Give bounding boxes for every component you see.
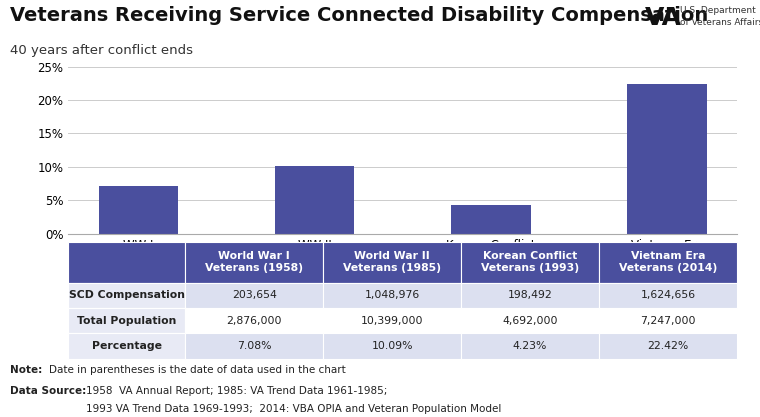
Text: World War II
Veterans (1985): World War II Veterans (1985) <box>343 251 441 274</box>
Text: Korean Conflict
Veterans (1993): Korean Conflict Veterans (1993) <box>481 251 579 274</box>
FancyBboxPatch shape <box>68 308 185 333</box>
Text: 10.09%: 10.09% <box>372 341 413 351</box>
FancyBboxPatch shape <box>185 283 323 308</box>
Bar <box>99 186 178 234</box>
FancyBboxPatch shape <box>599 308 737 333</box>
Text: Percentage: Percentage <box>92 341 162 351</box>
Text: 198,492: 198,492 <box>508 290 553 300</box>
Text: Date in parentheses is the date of data used in the chart: Date in parentheses is the date of data … <box>49 365 346 375</box>
Bar <box>628 84 707 234</box>
Text: 22.42%: 22.42% <box>648 341 689 351</box>
Text: 2,876,000: 2,876,000 <box>226 316 282 326</box>
Text: 4.23%: 4.23% <box>513 341 547 351</box>
Bar <box>275 166 354 234</box>
Text: VA: VA <box>644 6 682 30</box>
FancyBboxPatch shape <box>461 308 599 333</box>
Text: Note:: Note: <box>10 365 42 375</box>
FancyBboxPatch shape <box>599 333 737 359</box>
Text: 4,692,000: 4,692,000 <box>502 316 558 326</box>
Text: 1993 VA Trend Data 1969-1993;  2014: VBA OPIA and Veteran Population Model: 1993 VA Trend Data 1969-1993; 2014: VBA … <box>86 404 502 414</box>
Text: Veterans Receiving Service Connected Disability Compensation: Veterans Receiving Service Connected Dis… <box>10 6 708 25</box>
Text: Total Population: Total Population <box>78 316 176 326</box>
FancyBboxPatch shape <box>323 333 461 359</box>
FancyBboxPatch shape <box>185 333 323 359</box>
Text: 203,654: 203,654 <box>232 290 277 300</box>
Text: Data Source:: Data Source: <box>10 386 86 396</box>
Text: 1,048,976: 1,048,976 <box>365 290 420 300</box>
FancyBboxPatch shape <box>599 242 737 283</box>
FancyBboxPatch shape <box>185 242 323 283</box>
FancyBboxPatch shape <box>185 308 323 333</box>
Text: World War I
Veterans (1958): World War I Veterans (1958) <box>205 251 303 274</box>
Text: 40 years after conflict ends: 40 years after conflict ends <box>10 44 193 57</box>
FancyBboxPatch shape <box>599 283 737 308</box>
FancyBboxPatch shape <box>461 333 599 359</box>
Text: 7,247,000: 7,247,000 <box>640 316 695 326</box>
FancyBboxPatch shape <box>461 283 599 308</box>
FancyBboxPatch shape <box>323 283 461 308</box>
FancyBboxPatch shape <box>68 333 185 359</box>
Text: Vietnam Era
Veterans (2014): Vietnam Era Veterans (2014) <box>619 251 717 274</box>
FancyBboxPatch shape <box>68 242 185 283</box>
Text: U.S. Department
of Veterans Affairs: U.S. Department of Veterans Affairs <box>680 6 760 27</box>
Text: 7.08%: 7.08% <box>237 341 271 351</box>
FancyBboxPatch shape <box>323 308 461 333</box>
FancyBboxPatch shape <box>323 242 461 283</box>
Text: 1958  VA Annual Report; 1985: VA Trend Data 1961-1985;: 1958 VA Annual Report; 1985: VA Trend Da… <box>86 386 388 396</box>
Text: 10,399,000: 10,399,000 <box>361 316 423 326</box>
FancyBboxPatch shape <box>68 283 185 308</box>
Bar <box>451 205 530 234</box>
FancyBboxPatch shape <box>461 242 599 283</box>
Text: SCD Compensation: SCD Compensation <box>69 290 185 300</box>
Text: 1,624,656: 1,624,656 <box>641 290 695 300</box>
